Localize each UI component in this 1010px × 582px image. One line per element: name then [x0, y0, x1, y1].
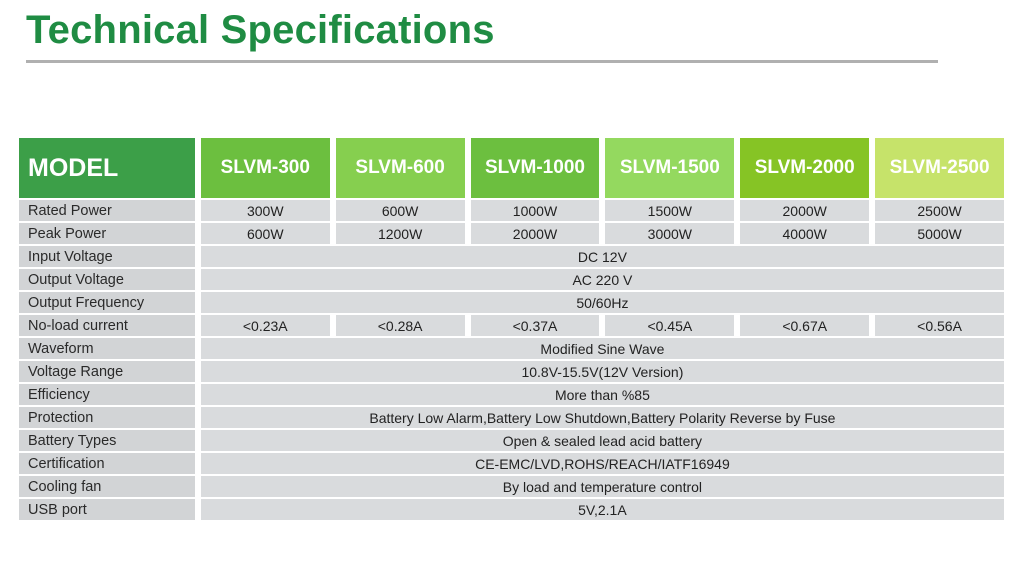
- model-header-cell: SLVM-1000: [470, 138, 600, 198]
- row-label: Battery Types: [19, 430, 195, 451]
- table-row: Input Voltage DC 12V: [19, 246, 1004, 267]
- table-cell-merged: AC 220 V: [200, 269, 1004, 290]
- table-cell: 300W: [200, 200, 330, 221]
- table-cell: 1500W: [605, 200, 735, 221]
- model-header-label: MODEL: [19, 138, 195, 198]
- page-title: Technical Specifications: [26, 8, 495, 52]
- table-cell: 1000W: [470, 200, 600, 221]
- table-cell-merged: Battery Low Alarm,Battery Low Shutdown,B…: [200, 407, 1004, 428]
- table-cell: 2500W: [875, 200, 1004, 221]
- table-cell: <0.23A: [200, 315, 330, 336]
- table-cell: 4000W: [740, 223, 870, 244]
- table-cell: <0.56A: [875, 315, 1004, 336]
- row-label: Protection: [19, 407, 195, 428]
- table-cell-merged: DC 12V: [200, 246, 1004, 267]
- table-cell-merged: 10.8V-15.5V(12V Version): [200, 361, 1004, 382]
- spec-table: MODEL SLVM-300 SLVM-600 SLVM-1000 SLVM-1…: [19, 138, 1004, 520]
- model-header-cell: SLVM-1500: [605, 138, 735, 198]
- table-cell: <0.67A: [740, 315, 870, 336]
- table-cell-merged: 5V,2.1A: [200, 499, 1004, 520]
- row-label: Input Voltage: [19, 246, 195, 267]
- table-row: Certification CE-EMC/LVD,ROHS/REACH/IATF…: [19, 453, 1004, 474]
- row-label: Waveform: [19, 338, 195, 359]
- table-row: Output Voltage AC 220 V: [19, 269, 1004, 290]
- row-label: Rated Power: [19, 200, 195, 221]
- table-row: USB port 5V,2.1A: [19, 499, 1004, 520]
- row-label: Peak Power: [19, 223, 195, 244]
- table-row: Waveform Modified Sine Wave: [19, 338, 1004, 359]
- table-cell-merged: Modified Sine Wave: [200, 338, 1004, 359]
- table-cell-merged: More than %85: [200, 384, 1004, 405]
- table-cell-merged: Open & sealed lead acid battery: [200, 430, 1004, 451]
- table-row: Battery Types Open & sealed lead acid ba…: [19, 430, 1004, 451]
- table-cell-merged: CE-EMC/LVD,ROHS/REACH/IATF16949: [200, 453, 1004, 474]
- table-row: Efficiency More than %85: [19, 384, 1004, 405]
- row-label: Cooling fan: [19, 476, 195, 497]
- table-row: Peak Power 600W 1200W 2000W 3000W 4000W …: [19, 223, 1004, 244]
- table-cell: 600W: [335, 200, 465, 221]
- table-row: Rated Power 300W 600W 1000W 1500W 2000W …: [19, 200, 1004, 221]
- row-label: Efficiency: [19, 384, 195, 405]
- row-label: Voltage Range: [19, 361, 195, 382]
- table-cell: 600W: [200, 223, 330, 244]
- model-header-cell: SLVM-600: [335, 138, 465, 198]
- table-row: Voltage Range 10.8V-15.5V(12V Version): [19, 361, 1004, 382]
- table-row: Protection Battery Low Alarm,Battery Low…: [19, 407, 1004, 428]
- table-cell: 2000W: [740, 200, 870, 221]
- table-cell-merged: 50/60Hz: [200, 292, 1004, 313]
- table-cell: <0.37A: [470, 315, 600, 336]
- table-row: Output Frequency 50/60Hz: [19, 292, 1004, 313]
- row-label: USB port: [19, 499, 195, 520]
- model-header-cell: SLVM-2000: [740, 138, 870, 198]
- table-cell-merged: By load and temperature control: [200, 476, 1004, 497]
- model-header-cell: SLVM-300: [200, 138, 330, 198]
- model-header-cell: SLVM-2500: [875, 138, 1004, 198]
- row-label: Output Frequency: [19, 292, 195, 313]
- model-header-row: MODEL SLVM-300 SLVM-600 SLVM-1000 SLVM-1…: [19, 138, 1004, 198]
- table-cell: <0.45A: [605, 315, 735, 336]
- table-cell: 1200W: [335, 223, 465, 244]
- table-cell: 2000W: [470, 223, 600, 244]
- table-row: Cooling fan By load and temperature cont…: [19, 476, 1004, 497]
- table-cell: <0.28A: [335, 315, 465, 336]
- table-cell: 3000W: [605, 223, 735, 244]
- row-label: No-load current: [19, 315, 195, 336]
- table-row: No-load current <0.23A <0.28A <0.37A <0.…: [19, 315, 1004, 336]
- title-divider: [26, 60, 938, 63]
- row-label: Output Voltage: [19, 269, 195, 290]
- row-label: Certification: [19, 453, 195, 474]
- table-cell: 5000W: [875, 223, 1004, 244]
